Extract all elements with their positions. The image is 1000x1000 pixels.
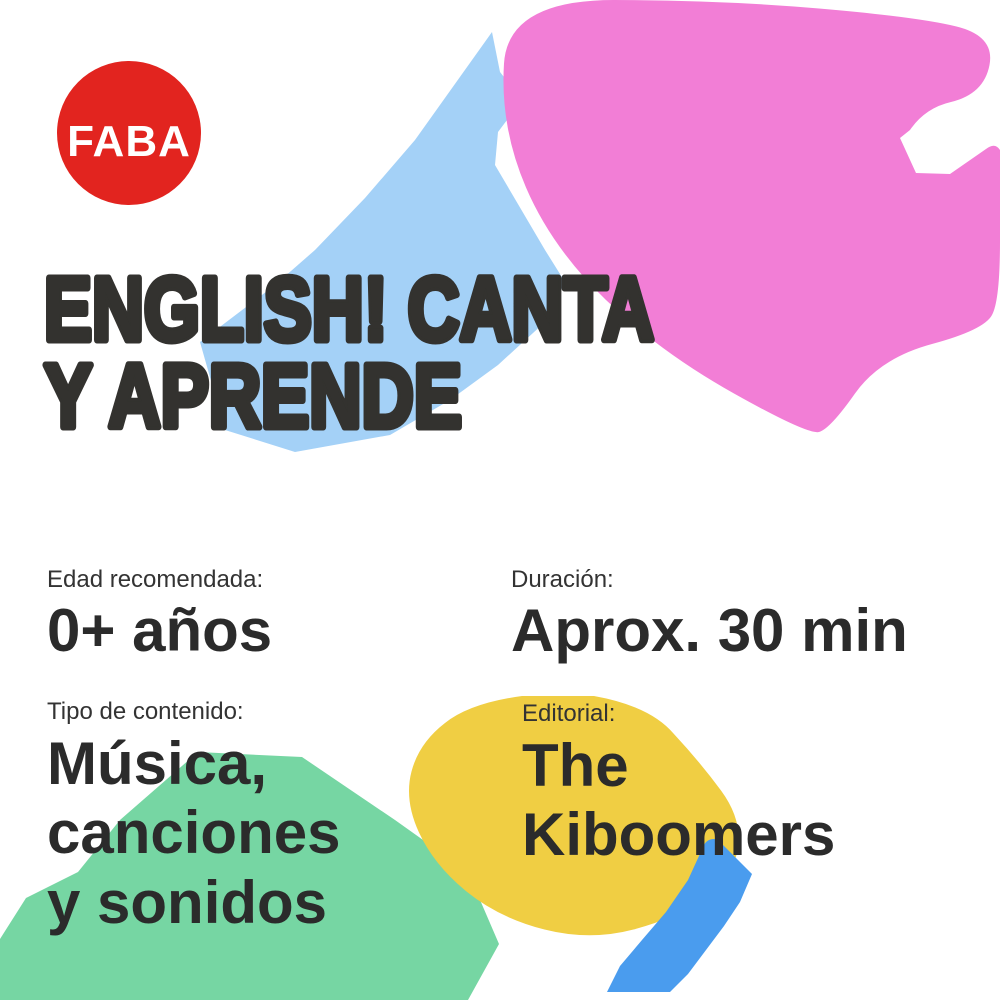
svg-text:Y APRENDE: Y APRENDE <box>44 347 462 447</box>
svg-text:ENGLISH! CANTA: ENGLISH! CANTA <box>44 260 654 360</box>
